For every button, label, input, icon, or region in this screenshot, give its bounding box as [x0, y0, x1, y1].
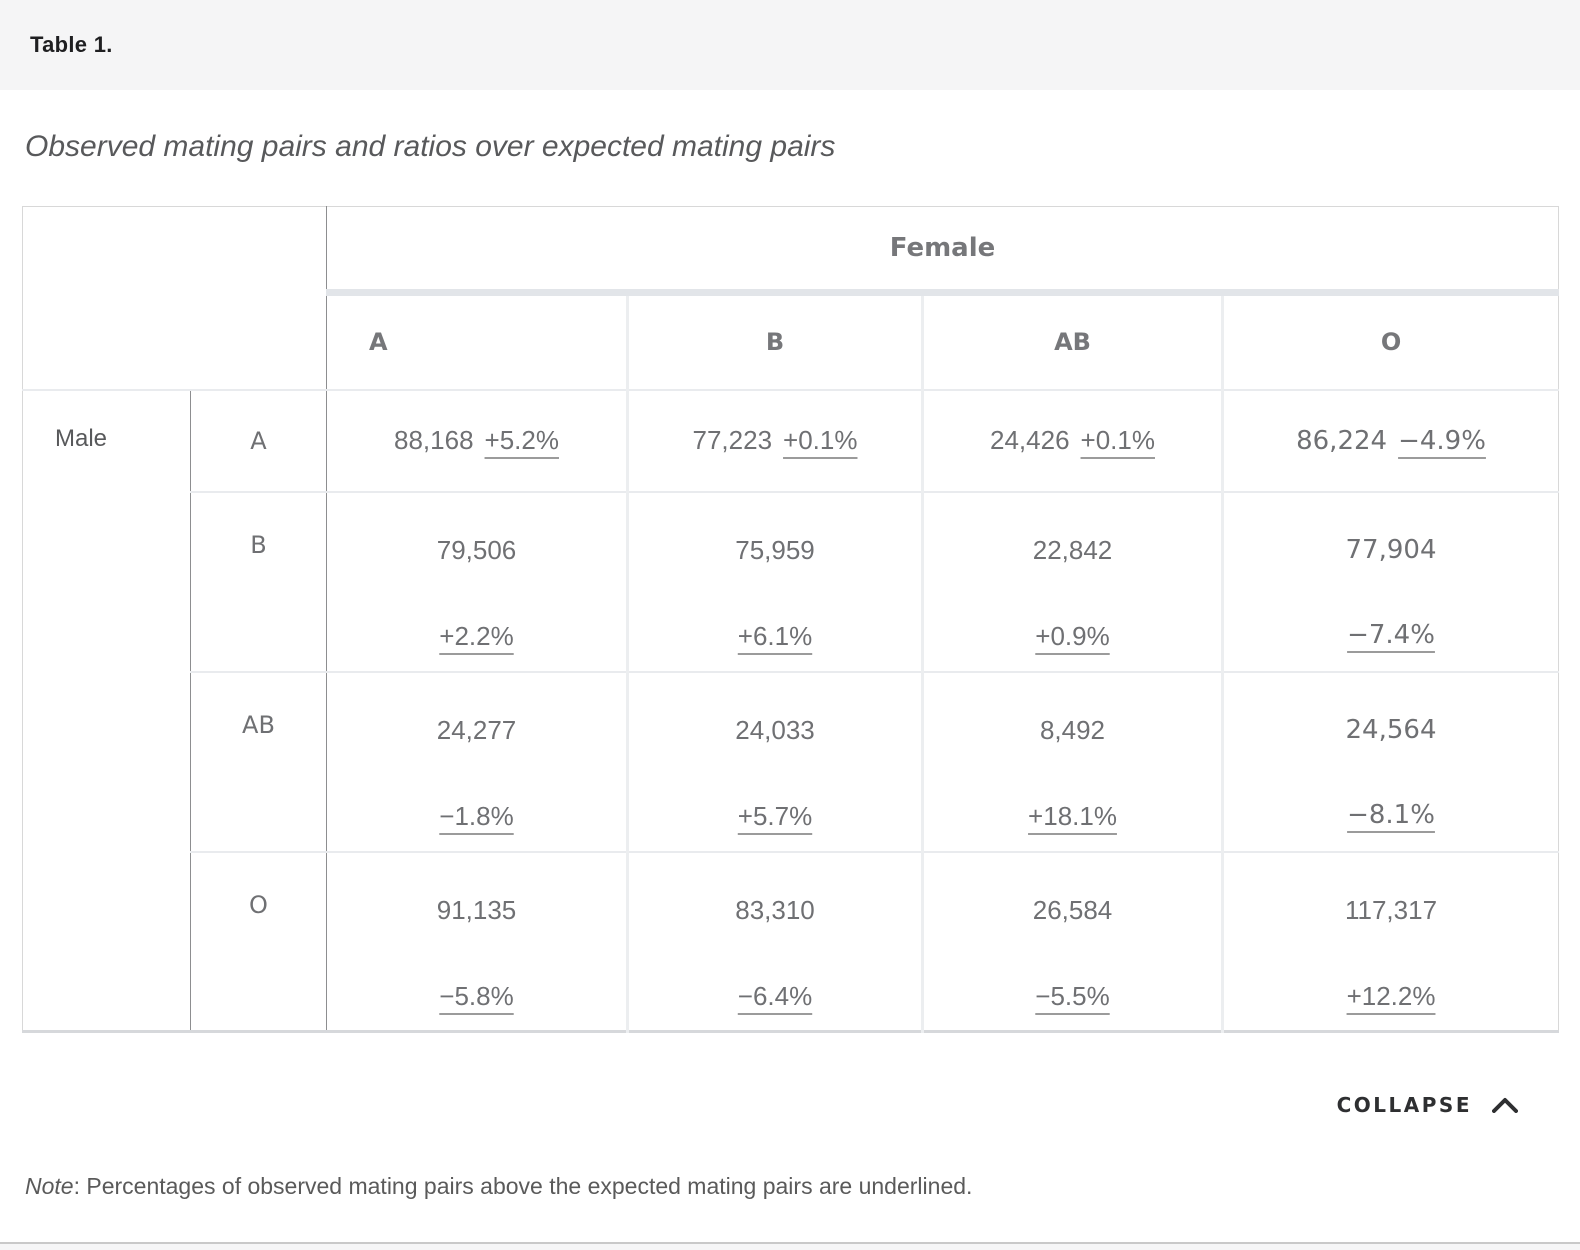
ratio-percent: −6.4%: [737, 980, 813, 1011]
table-row: B 79,506 +2.2% 75,959 +6.1% 22,842 +0.9% 77…: [23, 491, 1559, 673]
ratio-percent: −5.8%: [439, 980, 514, 1011]
ratio-percent: +5.7%: [737, 800, 813, 831]
cell-male-ab-female-o: 24,564 −8.1%: [1222, 671, 1559, 853]
cell-male-ab-female-ab: 8,492 +18.1%: [922, 671, 1224, 853]
observed-count: 79,506: [436, 534, 517, 565]
observed-count: 75,959: [735, 534, 815, 565]
ratio-percent: +0.1%: [1080, 425, 1155, 455]
next-section-divider: [0, 1242, 1580, 1250]
observed-count: 88,168: [394, 425, 474, 455]
cell-male-o-female-b: 83,310 −6.4%: [627, 851, 924, 1032]
collapse-button-label: COLLAPSE: [1336, 1093, 1472, 1117]
observed-count: 77,223: [692, 425, 773, 455]
cell-male-b-female-ab: 22,842 +0.9%: [922, 491, 1224, 673]
column-header-o: O: [1222, 292, 1559, 391]
cell-male-a-female-b: 77,223 +0.1%: [627, 389, 924, 493]
cell-male-ab-female-b: 24,033 +5.7%: [627, 671, 924, 853]
table-row: AB 24,277 −1.8% 24,033 +5.7% 8,492 +18.1% 2…: [23, 671, 1559, 853]
cell-male-o-female-o: 117,317 +12.2%: [1223, 852, 1559, 1032]
cell-male-o-female-ab: 26,584 −5.5%: [922, 851, 1224, 1032]
ratio-percent: +0.9%: [1035, 620, 1110, 651]
observed-count: 26,584: [1032, 894, 1113, 925]
ratio-percent: +0.1%: [783, 425, 858, 455]
table-caption: Observed mating pairs and ratios over ex…: [25, 130, 836, 163]
ratio-percent: +2.2%: [439, 620, 514, 651]
observed-count: 83,310: [735, 894, 815, 925]
observed-count: 91,135: [436, 894, 517, 925]
column-header-a: A: [326, 292, 629, 391]
ratio-percent: −4.9%: [1398, 425, 1486, 456]
row-header-o: O: [190, 851, 327, 1032]
observed-count: 24,564: [1345, 714, 1437, 745]
table-row: Male A 88,168 +5.2% 77,223 +0.1% 24,426 +0.…: [22, 389, 1559, 1032]
cell-male-a-female-ab: 24,426 +0.1%: [922, 389, 1224, 493]
row-header-ab: AB: [190, 671, 327, 853]
chevron-up-icon: [1492, 1098, 1518, 1113]
mating-pairs-table: Female A B AB O Male A 88,168 +5.2% 77,22…: [22, 206, 1560, 1033]
cell-male-b-female-o: 77,904 −7.4%: [1222, 491, 1559, 673]
ratio-percent: −5.5%: [1035, 980, 1110, 1011]
collapse-row: COLLAPSE: [22, 1093, 1558, 1117]
ratio-percent: +6.1%: [737, 620, 813, 651]
column-header-ab: AB: [922, 292, 1224, 391]
observed-count: 77,904: [1345, 534, 1437, 565]
cell-male-b-female-a: 79,506 +2.2%: [326, 491, 629, 673]
ratio-percent: −8.1%: [1347, 799, 1435, 830]
cell-male-o-female-a: 91,135 −5.8%: [326, 851, 629, 1032]
ratio-percent: +5.2%: [484, 425, 559, 455]
ratio-percent: −1.8%: [439, 800, 514, 831]
note-prefix: Note: [25, 1173, 74, 1199]
collapse-button[interactable]: COLLAPSE: [1337, 1093, 1518, 1117]
corner-cell: [22, 206, 327, 391]
cell-male-a-female-a: 88,168 +5.2%: [326, 389, 629, 493]
observed-count: 8,492: [1039, 714, 1106, 745]
observed-count: 24,033: [735, 714, 815, 745]
table-title: Table 1.: [30, 32, 113, 57]
table-row: O 91,135 −5.8% 83,310 −6.4% 26,584 −5.5% 11…: [23, 851, 1559, 1032]
row-group-label-male: Male: [22, 389, 191, 1032]
note-text: : Percentages of observed mating pairs a…: [73, 1173, 973, 1199]
cell-male-ab-female-a: 24,277 −1.8%: [326, 671, 629, 853]
row-header-a: A: [190, 389, 327, 493]
ratio-percent: +12.2%: [1346, 980, 1436, 1011]
table-title-bar: Table 1.: [0, 0, 1580, 90]
cell-male-b-female-b: 75,959 +6.1%: [627, 491, 924, 673]
observed-count: 117,317: [1344, 894, 1438, 925]
column-header-b: B: [627, 292, 924, 391]
observed-count: 24,277: [436, 714, 517, 745]
observed-count: 22,842: [1032, 534, 1113, 565]
ratio-percent: −7.4%: [1347, 619, 1435, 650]
row-header-b: B: [190, 491, 327, 673]
observed-count: 86,224: [1296, 425, 1388, 456]
column-group-header-female: Female: [326, 206, 1559, 296]
ratio-percent: +18.1%: [1028, 800, 1117, 831]
cell-male-a-female-o: 86,224 −4.9%: [1222, 389, 1559, 493]
observed-count: 24,426: [990, 425, 1070, 455]
table-note: Note: Percentages of observed mating pai…: [25, 1173, 1580, 1200]
